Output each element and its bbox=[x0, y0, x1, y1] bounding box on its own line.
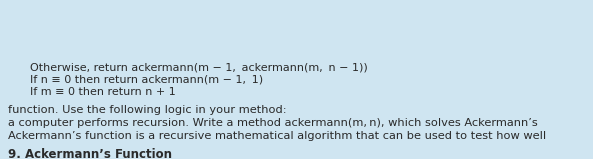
Text: a computer performs recursion. Write a method ackermann(m, n), which solves Acke: a computer performs recursion. Write a m… bbox=[8, 118, 538, 128]
Text: If n ≡ 0 then return ackermann(m − 1,  1): If n ≡ 0 then return ackermann(m − 1, 1) bbox=[30, 75, 263, 85]
Text: 9. Ackermann’s Function: 9. Ackermann’s Function bbox=[8, 148, 172, 159]
Text: If m ≡ 0 then return n + 1: If m ≡ 0 then return n + 1 bbox=[30, 87, 176, 97]
Text: Otherwise, return ackermann(m − 1,  ackermann(m,  n − 1)): Otherwise, return ackermann(m − 1, acker… bbox=[30, 63, 368, 73]
Text: Ackermann’s function is a recursive mathematical algorithm that can be used to t: Ackermann’s function is a recursive math… bbox=[8, 131, 546, 141]
Text: function. Use the following logic in your method:: function. Use the following logic in you… bbox=[8, 105, 286, 115]
